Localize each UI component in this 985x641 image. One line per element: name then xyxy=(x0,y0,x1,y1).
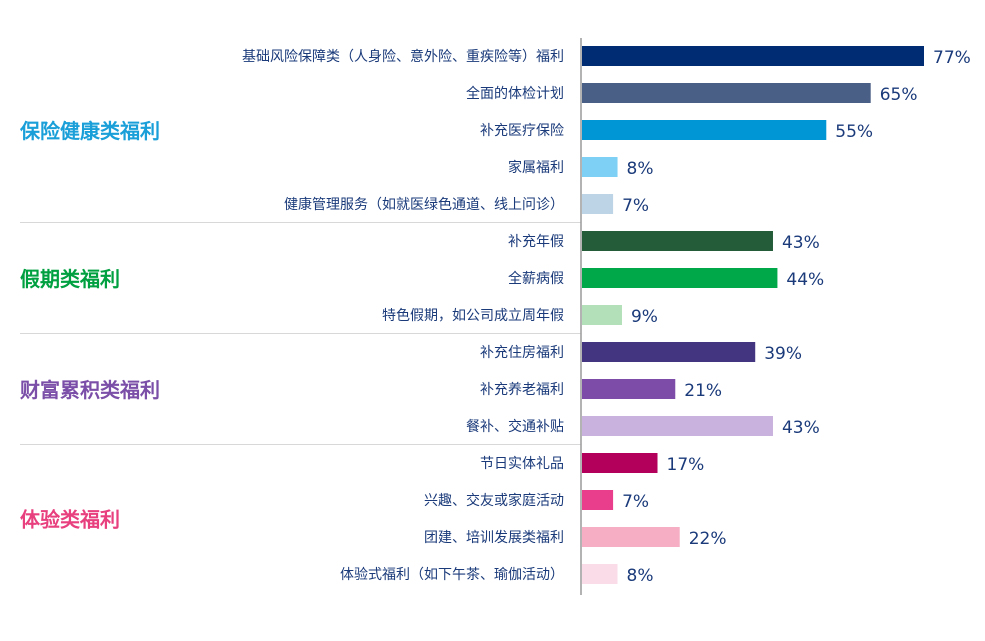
bar-label: 健康管理服务（如就医绿色通道、线上问诊） xyxy=(284,196,564,213)
bar xyxy=(582,564,618,584)
bar-label: 节日实体礼品 xyxy=(480,456,564,472)
value-label: 8% xyxy=(627,159,654,179)
bar-label: 补充医疗保险 xyxy=(480,123,564,139)
group-label: 保险健康类福利 xyxy=(19,119,160,143)
bar xyxy=(582,83,871,103)
bar xyxy=(582,342,756,362)
value-label: 43% xyxy=(782,233,820,253)
bar-label: 全面的体检计划 xyxy=(466,85,564,102)
bar-label: 体验式福利（如下午茶、瑜伽活动） xyxy=(340,567,564,583)
value-label: 43% xyxy=(782,418,820,438)
bar xyxy=(582,194,614,214)
value-label: 7% xyxy=(622,196,649,216)
bar-label: 全薪病假 xyxy=(508,270,564,287)
value-label: 17% xyxy=(667,455,705,475)
bar-label: 餐补、交通补贴 xyxy=(466,418,564,435)
bar xyxy=(582,379,676,399)
value-label: 77% xyxy=(933,48,971,68)
group-label: 假期类福利 xyxy=(20,267,120,291)
bar xyxy=(582,157,618,177)
bar xyxy=(582,490,614,510)
bar xyxy=(582,416,773,436)
bar xyxy=(582,453,658,473)
value-label: 22% xyxy=(689,529,727,549)
value-label: 7% xyxy=(622,492,649,512)
group-label: 财富累积类福利 xyxy=(20,378,160,402)
bar-label: 补充住房福利 xyxy=(480,345,564,361)
group-label: 体验类福利 xyxy=(20,508,120,532)
bar xyxy=(582,120,827,140)
bar xyxy=(582,527,680,547)
bar-label: 家属福利 xyxy=(508,159,564,176)
bar-label: 团建、培训发展类福利 xyxy=(424,530,564,546)
bar xyxy=(582,305,622,325)
value-label: 21% xyxy=(684,381,722,401)
value-label: 39% xyxy=(764,344,802,364)
value-label: 9% xyxy=(631,307,658,327)
bar xyxy=(582,46,924,66)
value-label: 55% xyxy=(835,122,873,142)
bar-label: 补充年假 xyxy=(508,234,564,250)
value-label: 44% xyxy=(786,270,824,290)
bar xyxy=(582,268,778,288)
bar-label: 基础风险保障类（人身险、意外险、重疾险等）福利 xyxy=(242,48,564,65)
value-label: 65% xyxy=(880,85,918,105)
bar xyxy=(582,231,773,251)
value-label: 8% xyxy=(627,566,654,586)
bar-label: 补充养老福利 xyxy=(480,382,564,398)
bar-label: 特色假期，如公司成立周年假 xyxy=(382,307,564,324)
bar-label: 兴趣、交友或家庭活动 xyxy=(424,492,564,509)
